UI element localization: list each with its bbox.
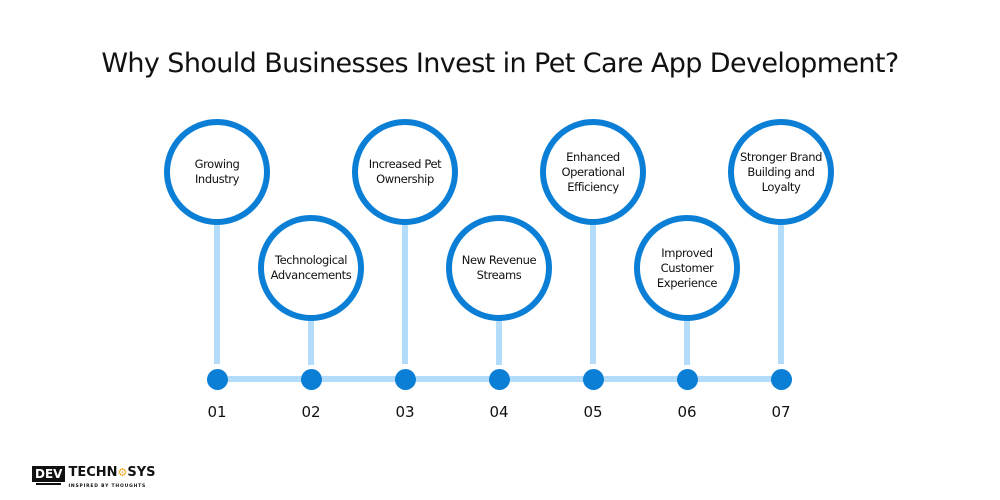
- timeline-dot-1: [207, 369, 228, 390]
- logo-tagline: INSPIRED BY THOUGHTS: [68, 484, 147, 489]
- step-label: New Revenue Streams: [461, 253, 537, 282]
- step-number: 05: [583, 403, 603, 421]
- page-title: Why Should Businesses Invest in Pet Care…: [101, 48, 899, 79]
- timeline-stem: [778, 224, 784, 364]
- timeline-stem: [590, 224, 596, 364]
- timeline-connector: [416, 376, 490, 382]
- step-circle-2: Technological Advancements: [258, 215, 364, 321]
- step-label: Stronger Brand Building and Loyalty: [739, 149, 823, 194]
- step-number: 04: [489, 403, 509, 421]
- logo-wordmark: TECHN⚙SYS INSPIRED BY THOUGHTS: [68, 466, 155, 493]
- step-label: Growing Industry: [194, 157, 240, 186]
- timeline-dot-3: [395, 369, 416, 390]
- step-circle-5: Enhanced Operational Efficiency: [540, 119, 646, 225]
- step-label: Increased Pet Ownership: [368, 157, 442, 186]
- step-circle-4: New Revenue Streams: [446, 215, 552, 321]
- step-number: 07: [771, 403, 791, 421]
- step-number: 03: [395, 403, 415, 421]
- timeline-connector: [228, 376, 302, 382]
- timeline-connector: [604, 376, 678, 382]
- step-label: Improved Customer Experience: [656, 245, 718, 290]
- logo-text-sys: SYS: [127, 465, 156, 480]
- timeline-stem: [684, 320, 690, 365]
- timeline-dot-6: [677, 369, 698, 390]
- logo-dev-mark: DEV: [32, 466, 66, 485]
- step-number: 02: [301, 403, 321, 421]
- step-circle-7: Stronger Brand Building and Loyalty: [728, 119, 834, 225]
- timeline-connector: [510, 376, 584, 382]
- timeline-stem: [496, 320, 502, 365]
- step-label: Enhanced Operational Efficiency: [561, 149, 625, 194]
- logo-text-tech: TECHN: [68, 465, 118, 480]
- timeline-stem: [402, 224, 408, 364]
- step-circle-3: Increased Pet Ownership: [352, 119, 458, 225]
- timeline-dot-5: [583, 369, 604, 390]
- timeline-connector: [698, 376, 772, 382]
- timeline-stem: [308, 320, 314, 365]
- timeline-connector: [322, 376, 396, 382]
- brand-logo: DEV TECHN⚙SYS INSPIRED BY THOUGHTS: [32, 466, 156, 493]
- step-circle-1: Growing Industry: [164, 119, 270, 225]
- step-circle-6: Improved Customer Experience: [634, 215, 740, 321]
- timeline-dot-7: [771, 369, 792, 390]
- timeline-dot-4: [489, 369, 510, 390]
- step-number: 06: [677, 403, 697, 421]
- gear-icon: ⚙: [117, 466, 128, 479]
- timeline-stem: [214, 224, 220, 364]
- step-number: 01: [207, 403, 227, 421]
- step-label: Technological Advancements: [270, 253, 352, 282]
- timeline-dot-2: [301, 369, 322, 390]
